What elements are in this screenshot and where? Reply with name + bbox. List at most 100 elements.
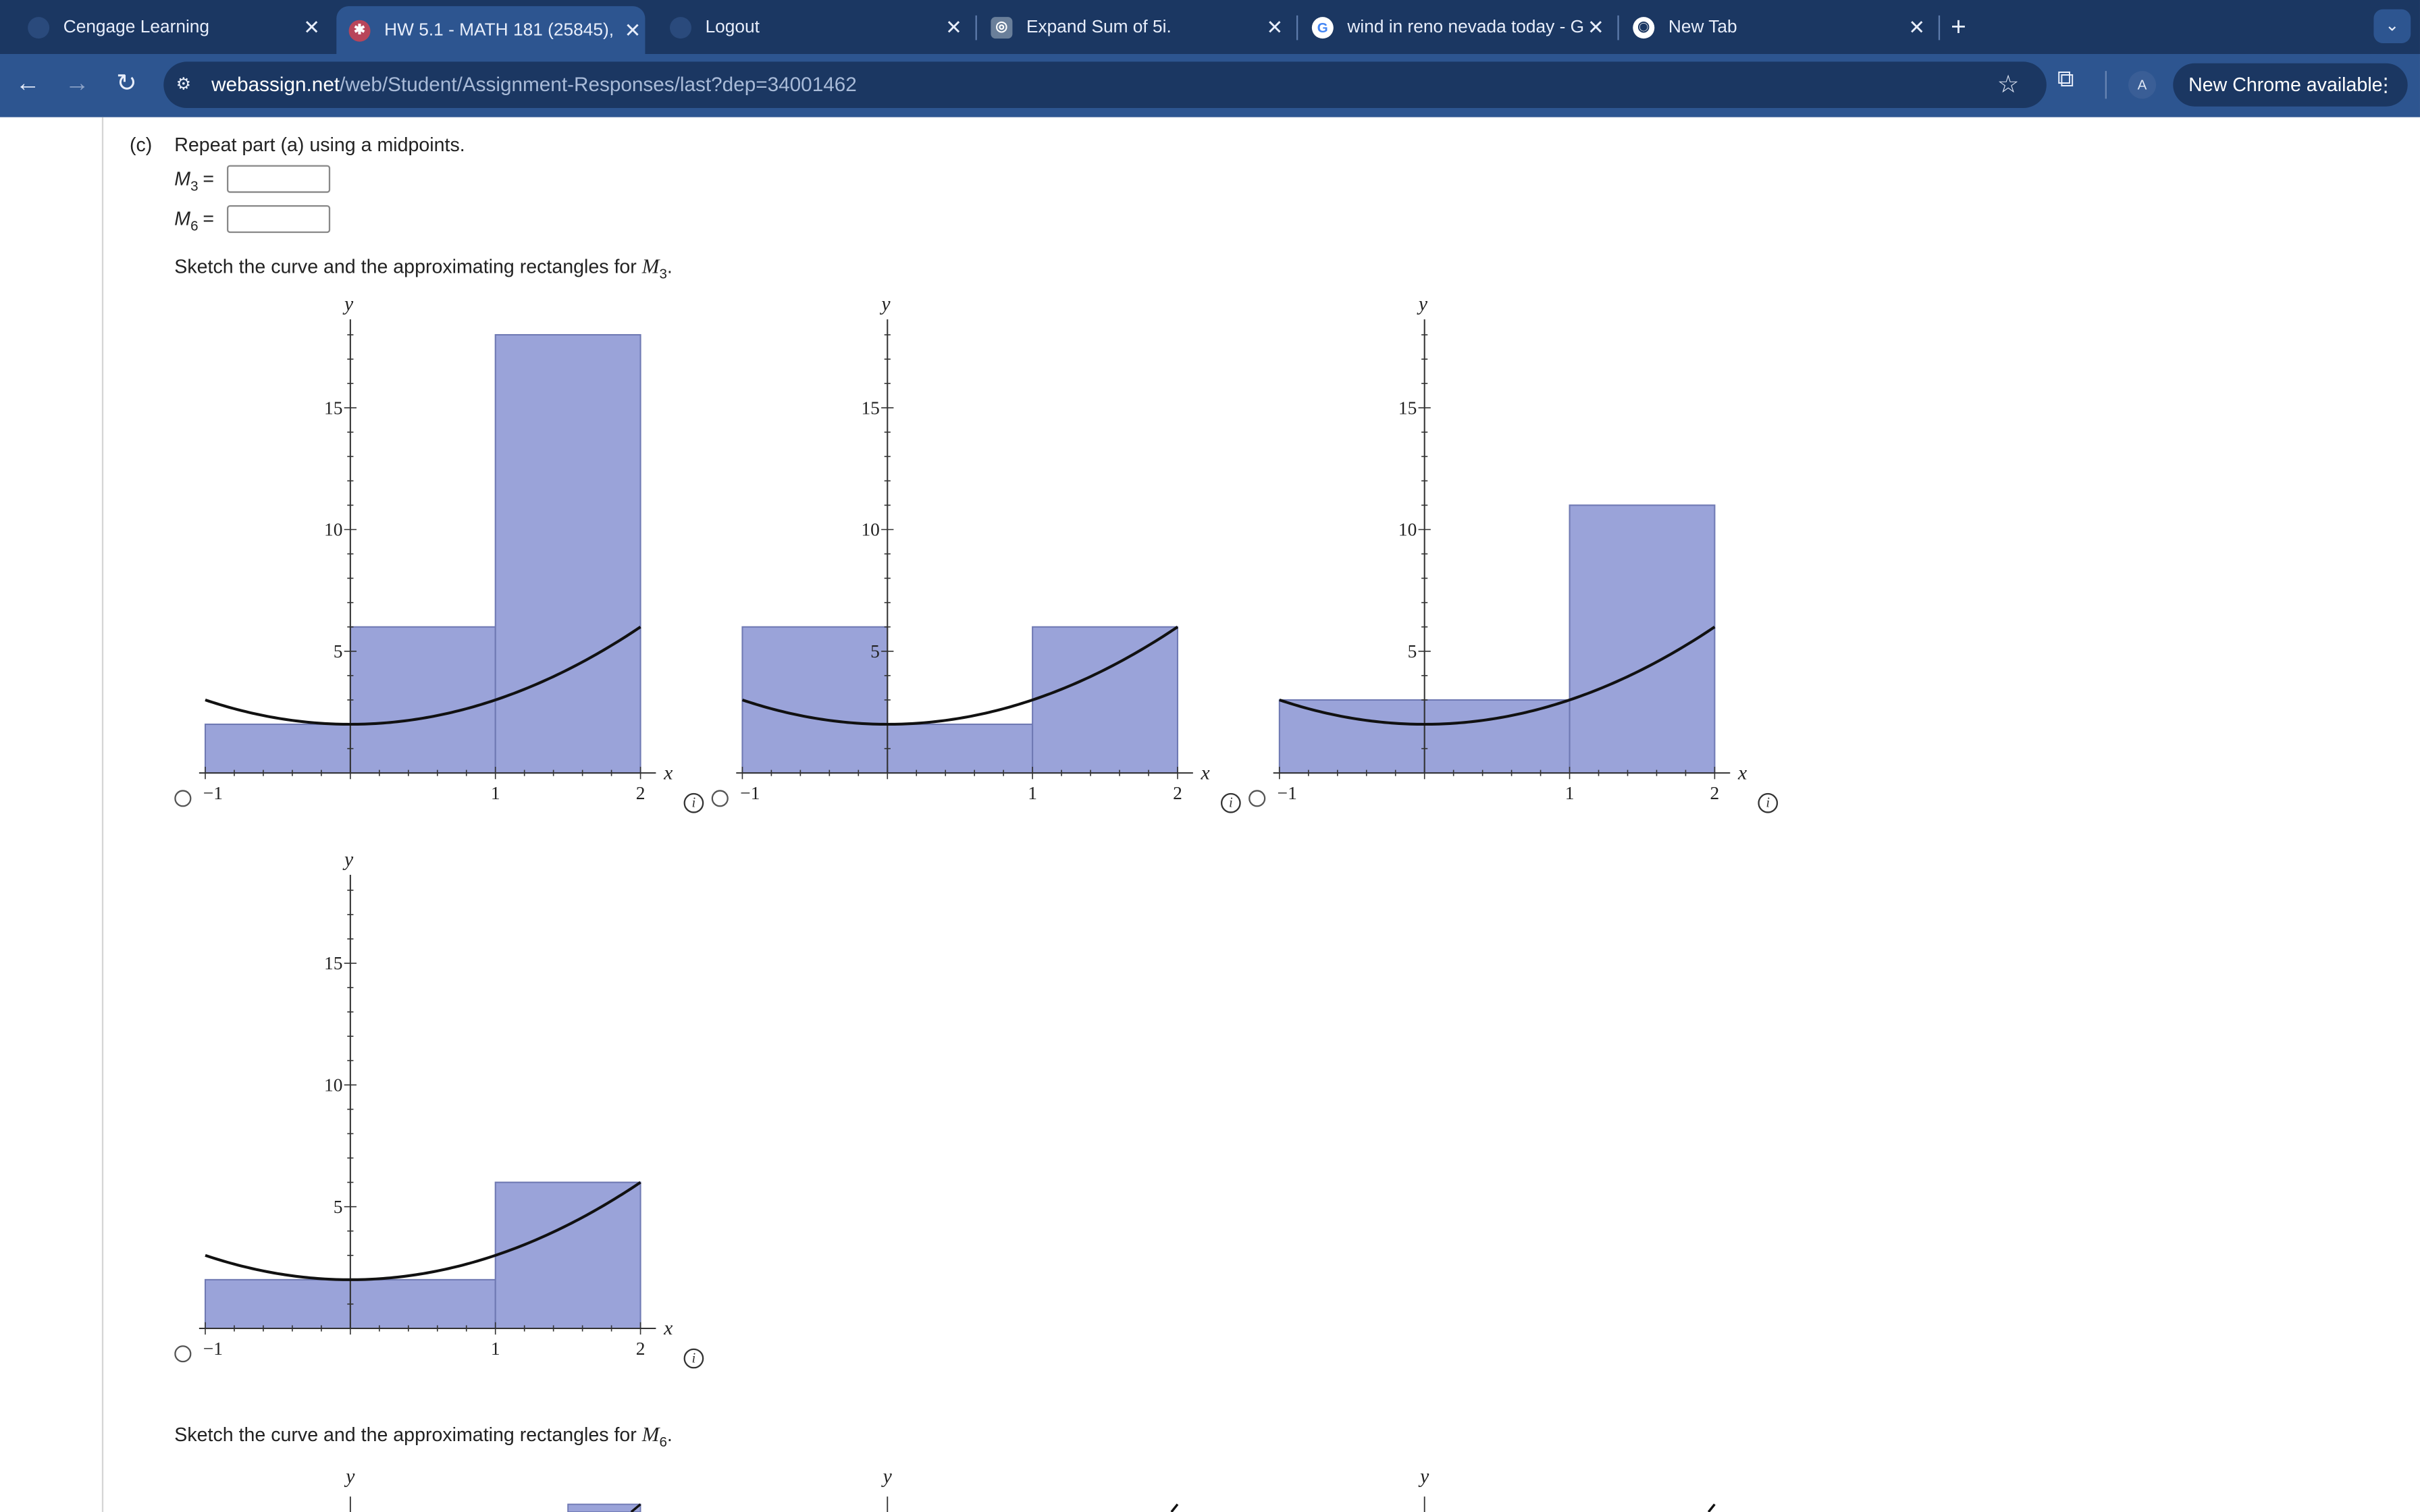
tab-divider (975, 15, 977, 40)
next-graphs-preview: y y y (344, 1466, 1716, 1512)
rectangle (567, 1503, 641, 1512)
x-tick-label: 2 (636, 1339, 646, 1359)
answer-radio-option-4[interactable] (174, 1345, 192, 1363)
x-tick-label: 1 (1028, 783, 1037, 803)
close-icon[interactable]: ✕ (945, 14, 963, 38)
m6-answer-input[interactable] (226, 205, 331, 234)
answer-radio-option-2[interactable] (711, 790, 729, 807)
bookmark-star-icon[interactable]: ☆ (1997, 72, 2020, 99)
graph-svg: 5 10 15 −1 1 2x y (1273, 293, 1747, 803)
webassign-icon: ✱ (348, 19, 371, 41)
y-axis-label: y (344, 1466, 355, 1488)
info-icon[interactable]: i (1758, 792, 1779, 813)
cengage-icon (28, 16, 50, 38)
approx-rectangle (349, 626, 496, 774)
y-tick-label: 10 (324, 520, 342, 540)
approx-rectangle (204, 1278, 351, 1330)
url-host: webassign.net (211, 72, 340, 96)
curve (205, 626, 641, 726)
info-icon[interactable]: i (683, 792, 704, 813)
tab-title: New Tab (1668, 18, 1737, 36)
answer-radio-option-1[interactable] (174, 790, 192, 807)
x-axis-label: x (1737, 762, 1747, 784)
avatar[interactable]: A (2128, 71, 2157, 99)
y-tick-label: 10 (324, 1075, 342, 1095)
update-chrome-button[interactable]: New Chrome available ⋮ (2173, 63, 2408, 107)
x-tick-label: −1 (1278, 783, 1297, 803)
url-text[interactable]: webassign.net/web/Student/Assignment-Res… (211, 72, 857, 95)
page-content: (c) Repeat part (a) using a midpoints. M… (0, 117, 2420, 1512)
info-icon[interactable]: i (683, 1348, 704, 1369)
chevron-down-icon[interactable]: ⌄ (2373, 9, 2411, 43)
answer-radio-option-3[interactable] (1248, 790, 1266, 807)
close-icon[interactable]: ✕ (624, 18, 641, 41)
tab-divider (1296, 15, 1298, 40)
tab-title: HW 5.1 - MATH 181 (25845), (384, 20, 614, 40)
new-tab-icon[interactable]: + (1951, 12, 1966, 42)
graph-option-3: 5 10 15 −1 1 2 x y i (1248, 293, 1789, 822)
x-tick-label: 2 (1173, 783, 1182, 803)
y-tick-label: 10 (1398, 520, 1417, 540)
y-axis-label: y (1417, 293, 1428, 315)
m6-label: M6 = (174, 208, 215, 234)
tab-expand-sum[interactable]: ◎ Expand Sum of 5i. ✕ (991, 6, 1287, 48)
tab-hw[interactable]: ✱ HW 5.1 - MATH 181 (25845), ✕ (336, 6, 646, 54)
tab-logout[interactable]: Logout ✕ (669, 6, 966, 48)
y-tick-label: 5 (334, 641, 343, 662)
reload-icon[interactable]: ↻ (116, 71, 137, 97)
x-tick-label: 1 (491, 1339, 500, 1359)
toolbar-divider (2105, 71, 2107, 99)
curve (630, 1503, 641, 1512)
approx-rectangle (1278, 699, 1425, 774)
tab-title: wind in reno nevada today - G (1347, 18, 1584, 36)
x-tick-label: −1 (740, 783, 760, 803)
tab-divider (1617, 15, 1619, 40)
x-axis-label: x (1201, 762, 1210, 784)
y-tick-label: 15 (324, 953, 342, 973)
part-instruction: Repeat part (a) using a midpoints. (174, 134, 465, 156)
approx-rectangle (494, 333, 641, 774)
approx-rectangle (1423, 699, 1571, 774)
close-icon[interactable]: ✕ (1587, 14, 1604, 38)
y-tick-label: 10 (861, 520, 879, 540)
x-tick-label: 1 (491, 783, 500, 803)
x-tick-label: 2 (1710, 783, 1720, 803)
m3-answer-input[interactable] (226, 165, 331, 193)
tab-new-tab[interactable]: ◉ New Tab ✕ (1633, 6, 1929, 48)
approx-rectangle (1032, 626, 1179, 774)
y-tick-label: 15 (861, 398, 879, 418)
close-icon[interactable]: ✕ (303, 14, 321, 38)
x-tick-label: 2 (636, 783, 646, 803)
approx-rectangle (887, 723, 1034, 774)
graph-option-4: 5 10 15 −1 1 2 x y i (174, 848, 714, 1378)
graph-svg: 5 10 15 −1 1 2x y (736, 293, 1210, 803)
x-axis-label: x (663, 1318, 673, 1339)
curve (1279, 626, 1716, 726)
graph-svg: 5 10 15 −1 1 2x y (199, 293, 673, 803)
tab-title: Expand Sum of 5i. (1026, 18, 1172, 36)
content-border (101, 117, 104, 1512)
curve (205, 1181, 641, 1281)
back-icon[interactable]: ← (15, 71, 41, 97)
x-axis-label: x (663, 762, 673, 784)
chatgpt-icon: ◎ (991, 16, 1013, 38)
forward-icon[interactable]: → (64, 71, 90, 97)
extensions-icon[interactable]: ⧉ (2057, 66, 2074, 93)
x-tick-label: −1 (203, 1339, 223, 1359)
site-settings-icon[interactable]: ⚙ (176, 75, 192, 94)
cengage-icon (669, 16, 691, 38)
graph-option-2: 5 10 15 −1 1 2 x y i (711, 293, 1252, 822)
curve (741, 626, 1179, 726)
tab-title: Logout (705, 18, 760, 36)
tab-google-search[interactable]: G wind in reno nevada today - G ✕ (1311, 6, 1608, 48)
tab-cengage[interactable]: Cengage Learning ✕ (28, 6, 324, 48)
y-axis-label: y (881, 1466, 893, 1488)
y-axis-label: y (1418, 1466, 1429, 1488)
y-tick-label: 5 (334, 1197, 343, 1217)
toolbar: ← → ↻ ⚙ webassign.net/web/Student/Assign… (0, 53, 2420, 117)
info-icon[interactable]: i (1220, 792, 1241, 813)
address-bar[interactable]: ⚙ webassign.net/web/Student/Assignment-R… (163, 61, 2047, 108)
close-icon[interactable]: ✕ (1266, 14, 1284, 38)
close-icon[interactable]: ✕ (1908, 14, 1926, 38)
approx-rectangle (494, 1181, 641, 1330)
